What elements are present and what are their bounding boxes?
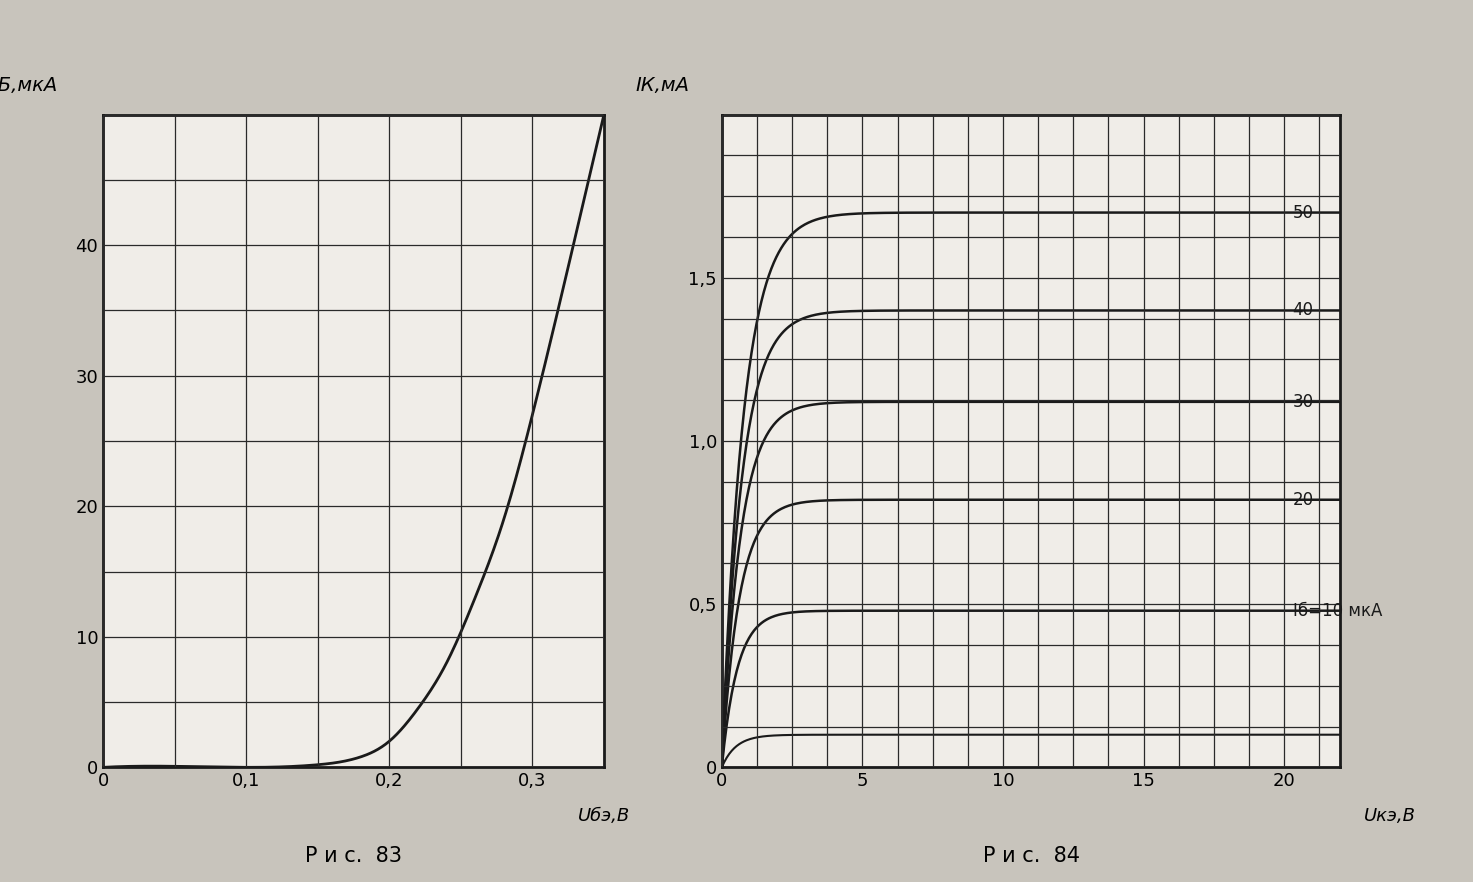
Text: Р и с.  83: Р и с. 83	[305, 846, 402, 865]
Text: Uбэ,В: Uбэ,В	[577, 806, 630, 825]
Text: IБ,мкА: IБ,мкА	[0, 76, 57, 95]
Text: Uкэ,В: Uкэ,В	[1364, 806, 1416, 825]
Text: 50: 50	[1293, 204, 1314, 221]
Text: 30: 30	[1293, 392, 1314, 411]
Text: Iб=10 мкА: Iб=10 мкА	[1293, 602, 1382, 620]
Text: 20: 20	[1293, 490, 1314, 509]
Text: IК,мА: IК,мА	[635, 76, 689, 95]
Text: 40: 40	[1293, 302, 1314, 319]
Text: Р и с.  84: Р и с. 84	[982, 846, 1080, 865]
